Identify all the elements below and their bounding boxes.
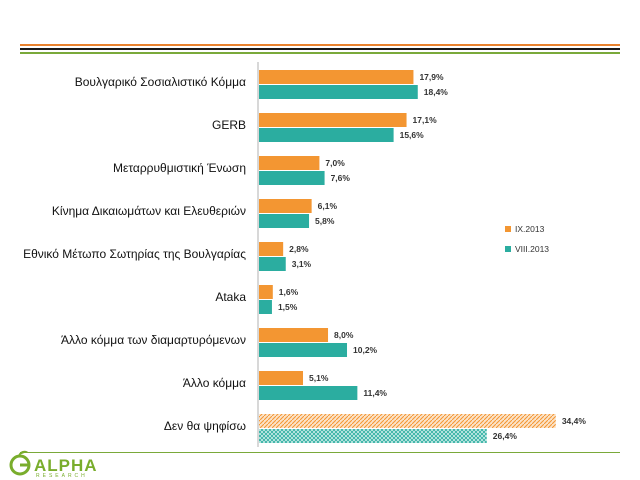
bar-viii-2013: [259, 343, 348, 357]
data-label: 26,4%: [493, 431, 518, 441]
bar-ix-2013: [259, 328, 329, 342]
bar-ix-2013: [259, 371, 304, 385]
data-label: 3,1%: [292, 259, 312, 269]
data-label: 5,8%: [315, 216, 335, 226]
bar-viii-2013: [259, 257, 286, 271]
bar-viii-2013: [259, 85, 418, 99]
bar-viii-2013: [259, 128, 394, 142]
data-label: 1,5%: [278, 302, 298, 312]
category-label: Εθνικό Μέτωπο Σωτηρίας της Βουλγαρίας: [23, 247, 246, 261]
data-label: 11,4%: [363, 388, 387, 398]
data-label: 5,1%: [309, 373, 329, 383]
bar-viii-2013: [259, 300, 272, 314]
bar-ix-2013: [259, 70, 414, 84]
data-label: 1,6%: [279, 287, 299, 297]
logo-word: ALPHA: [34, 456, 98, 475]
footer-line: [20, 452, 620, 453]
bar-ix-2013: [259, 156, 320, 170]
legend-swatch: [505, 246, 511, 252]
data-label: 10,2%: [353, 345, 378, 355]
data-label: 17,9%: [419, 72, 444, 82]
bar-viii-2013: [259, 429, 487, 443]
bar-ix-2013: [259, 113, 407, 127]
header-stripe-green: [20, 52, 620, 54]
category-label: Βουλγαρικό Σοσιαλιστικό Κόμμα: [75, 75, 246, 89]
category-label: Μεταρρυθμιστική Ένωση: [113, 161, 246, 175]
header-stripe-dark: [20, 48, 620, 50]
data-label: 7,6%: [331, 173, 351, 183]
data-label: 17,1%: [413, 115, 438, 125]
category-label: Δεν θα ψηφίσω: [164, 419, 246, 433]
legend-swatch: [505, 226, 511, 232]
bar-viii-2013: [259, 171, 325, 185]
category-label: Ataka: [215, 290, 246, 304]
bar-ix-2013: [259, 242, 284, 256]
legend-label: IX.2013: [515, 224, 545, 234]
bar-ix-2013: [259, 199, 312, 213]
category-label: Κίνημα Δικαιωμάτων και Ελευθεριών: [52, 204, 246, 218]
bar-ix-2013: [259, 414, 556, 428]
category-label: GERB: [212, 118, 246, 132]
data-label: 18,4%: [424, 87, 449, 97]
bar-viii-2013: [259, 386, 358, 400]
logo-subword: RESEARCH: [36, 473, 88, 479]
legend-label: VIII.2013: [515, 244, 549, 254]
header-stripe-orange: [20, 44, 620, 46]
category-label: Άλλο κόμμα των διαμαρτυρόμενων: [61, 333, 246, 347]
category-label: Άλλο κόμμα: [183, 376, 246, 390]
data-label: 34,4%: [562, 416, 587, 426]
data-label: 15,6%: [400, 130, 425, 140]
sprout-logo-icon: [9, 450, 31, 476]
data-label: 6,1%: [318, 201, 338, 211]
bar-viii-2013: [259, 214, 310, 228]
alpha-research-logo: ALPHA RESEARCH: [8, 448, 108, 480]
data-label: 8,0%: [334, 330, 354, 340]
data-label: 7,0%: [325, 158, 345, 168]
bar-ix-2013: [259, 285, 273, 299]
data-label: 2,8%: [289, 244, 309, 254]
